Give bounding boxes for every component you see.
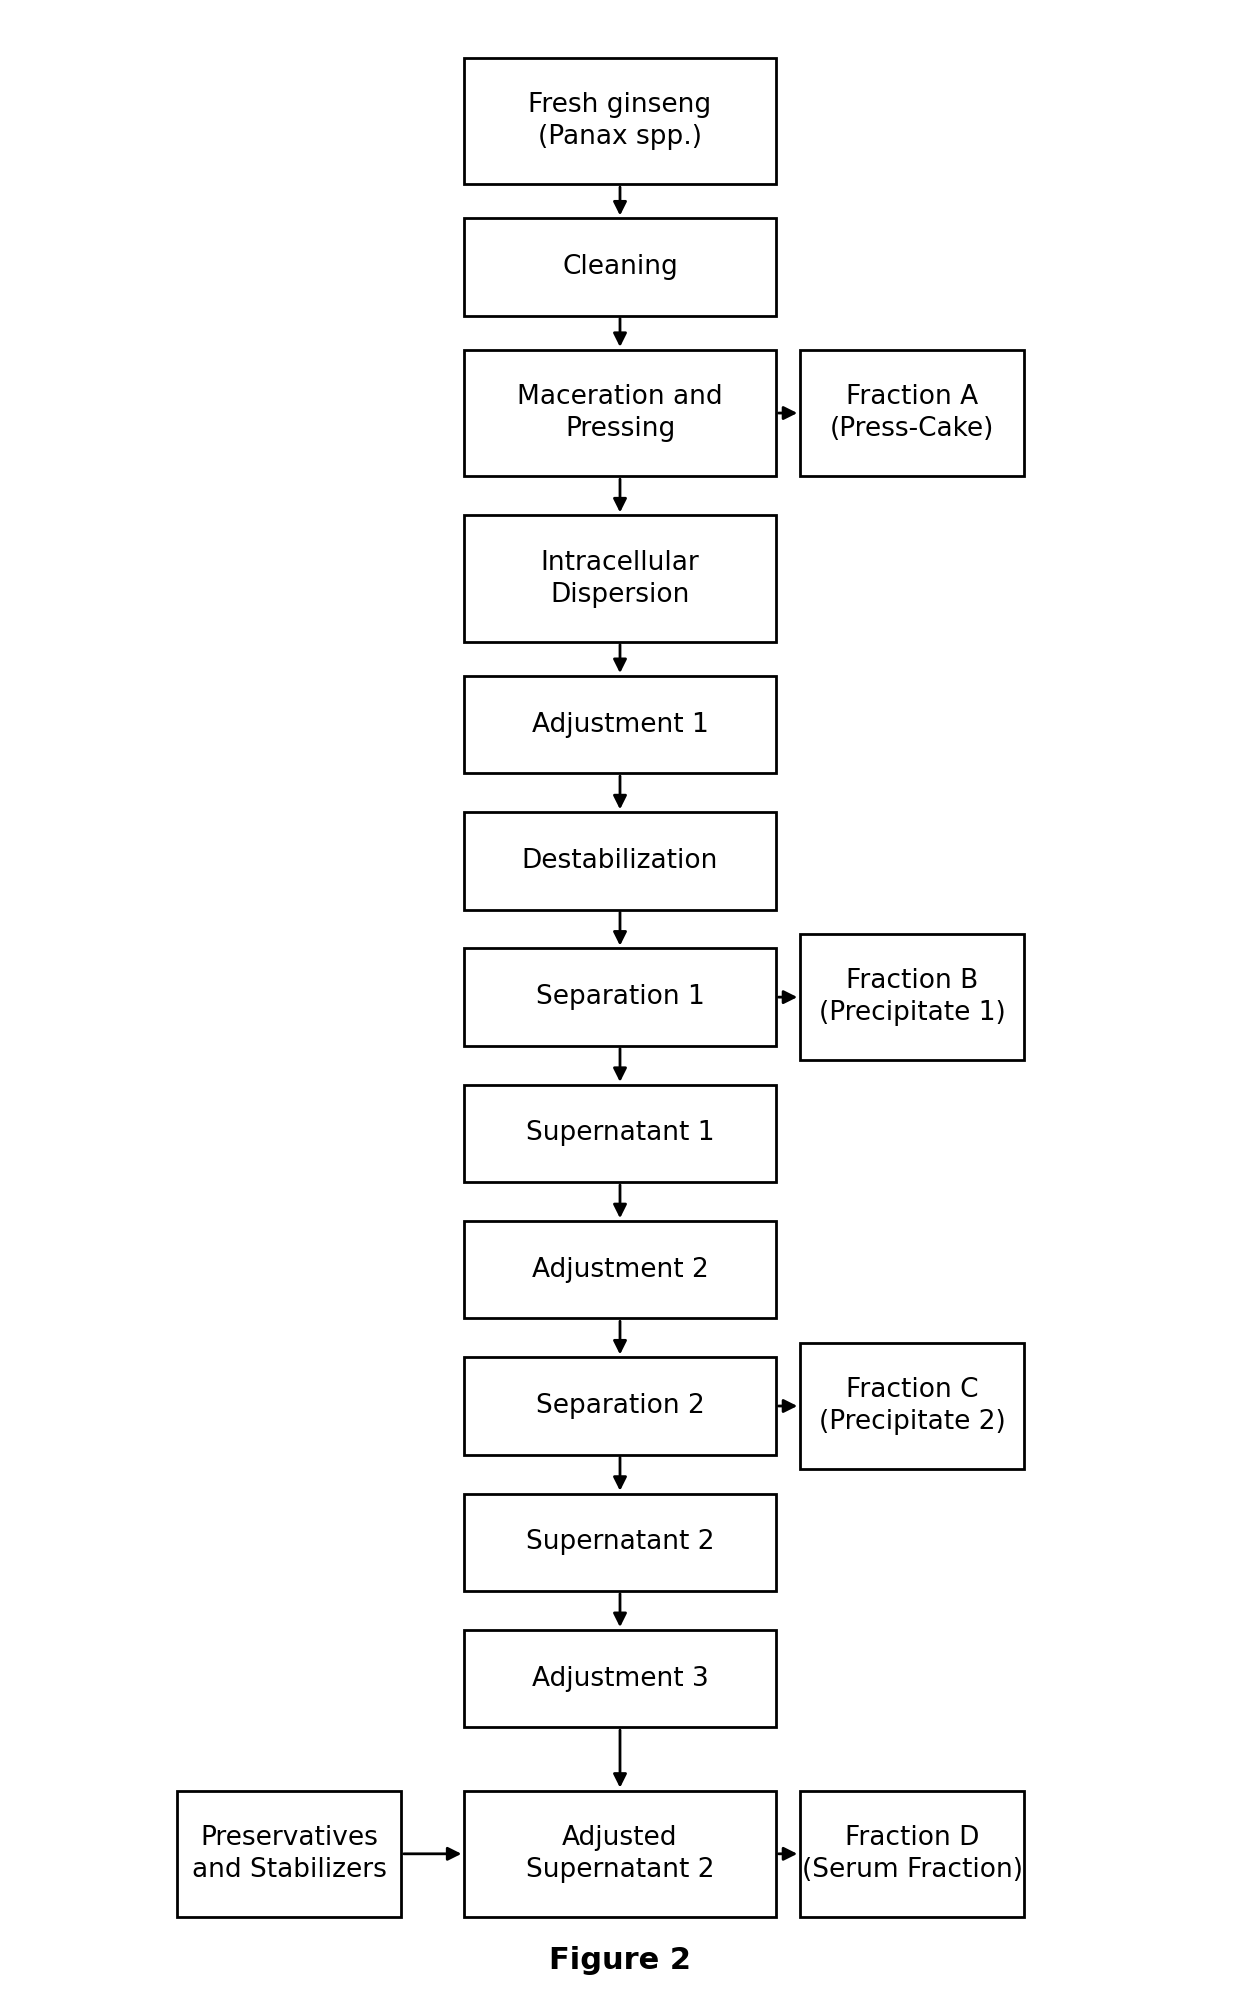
Text: Supernatant 2: Supernatant 2 xyxy=(526,1529,714,1555)
Text: Destabilization: Destabilization xyxy=(522,848,718,874)
Text: Fraction C
(Precipitate 2): Fraction C (Precipitate 2) xyxy=(818,1377,1006,1435)
Bar xyxy=(464,1357,776,1455)
Text: Fresh ginseng
(Panax spp.): Fresh ginseng (Panax spp.) xyxy=(528,92,712,150)
Bar xyxy=(464,1629,776,1727)
Bar xyxy=(464,515,776,641)
Bar xyxy=(464,1790,776,1918)
Bar xyxy=(177,1790,401,1918)
Bar xyxy=(464,58,776,184)
Text: Adjustment 3: Adjustment 3 xyxy=(532,1665,708,1691)
Text: Separation 2: Separation 2 xyxy=(536,1393,704,1419)
Bar xyxy=(464,218,776,317)
Bar xyxy=(800,1790,1024,1918)
Text: Separation 1: Separation 1 xyxy=(536,984,704,1010)
Text: Intracellular
Dispersion: Intracellular Dispersion xyxy=(541,549,699,607)
Text: Maceration and
Pressing: Maceration and Pressing xyxy=(517,385,723,443)
Text: Figure 2: Figure 2 xyxy=(549,1946,691,1976)
Bar xyxy=(464,1220,776,1319)
Bar xyxy=(464,675,776,774)
Bar xyxy=(464,1084,776,1182)
Text: Adjusted
Supernatant 2: Adjusted Supernatant 2 xyxy=(526,1826,714,1884)
Text: Fraction A
(Press-Cake): Fraction A (Press-Cake) xyxy=(830,385,994,443)
Bar xyxy=(464,812,776,910)
Bar xyxy=(464,1493,776,1591)
Bar xyxy=(800,351,1024,477)
Text: Adjustment 2: Adjustment 2 xyxy=(532,1257,708,1283)
Bar xyxy=(800,934,1024,1060)
Bar xyxy=(464,948,776,1046)
Text: Supernatant 1: Supernatant 1 xyxy=(526,1120,714,1146)
Text: Preservatives
and Stabilizers: Preservatives and Stabilizers xyxy=(191,1826,387,1884)
Text: Adjustment 1: Adjustment 1 xyxy=(532,711,708,737)
Bar xyxy=(464,351,776,477)
Bar xyxy=(800,1343,1024,1469)
Text: Cleaning: Cleaning xyxy=(562,255,678,281)
Text: Fraction D
(Serum Fraction): Fraction D (Serum Fraction) xyxy=(801,1826,1023,1884)
Text: Fraction B
(Precipitate 1): Fraction B (Precipitate 1) xyxy=(818,968,1006,1026)
